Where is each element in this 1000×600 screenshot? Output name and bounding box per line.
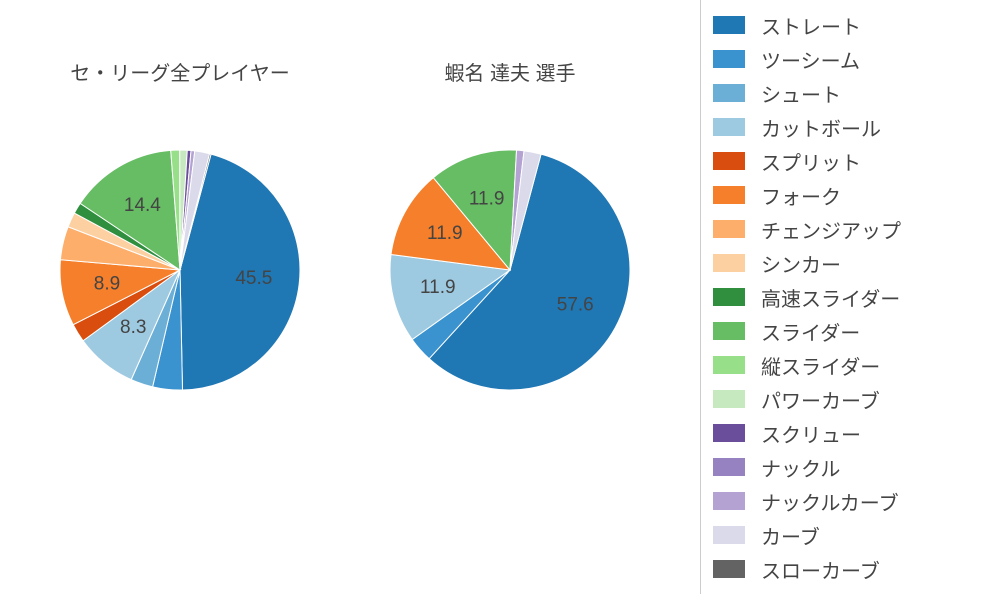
legend-item-12: スクリュー xyxy=(713,416,1000,450)
legend-item-8: 高速スライダー xyxy=(713,280,1000,314)
pie-0-label-5: 8.9 xyxy=(94,273,120,294)
legend-swatch xyxy=(713,16,745,34)
pie-1-label-3: 11.9 xyxy=(427,223,463,244)
legend-swatch xyxy=(713,118,745,136)
legend-item-7: シンカー xyxy=(713,246,1000,280)
pie-1-label-4: 11.9 xyxy=(469,188,505,209)
legend-label: カーブ xyxy=(761,521,820,550)
legend-item-14: ナックルカーブ xyxy=(713,484,1000,518)
legend-swatch xyxy=(713,356,745,374)
legend-swatch xyxy=(713,220,745,238)
legend-label: パワーカーブ xyxy=(761,385,880,414)
legend-swatch xyxy=(713,322,745,340)
legend-swatch xyxy=(713,526,745,544)
pie-0-label-3: 8.3 xyxy=(120,317,146,338)
legend-item-0: ストレート xyxy=(713,8,1000,42)
legend-label: フォーク xyxy=(761,181,841,210)
legend-swatch xyxy=(713,492,745,510)
legend-label: スクリュー xyxy=(761,419,861,448)
legend: ストレートツーシームシュートカットボールスプリットフォークチェンジアップシンカー… xyxy=(700,0,1000,594)
legend-swatch xyxy=(713,84,745,102)
legend-item-11: パワーカーブ xyxy=(713,382,1000,416)
legend-item-5: フォーク xyxy=(713,178,1000,212)
legend-item-4: スプリット xyxy=(713,144,1000,178)
legend-label: シュート xyxy=(761,79,841,108)
legend-label: 高速スライダー xyxy=(761,283,900,312)
legend-label: スローカーブ xyxy=(761,555,880,584)
legend-swatch xyxy=(713,288,745,306)
pie-title-0: セ・リーグ全プレイヤー xyxy=(70,62,289,85)
legend-item-15: カーブ xyxy=(713,518,1000,552)
legend-item-6: チェンジアップ xyxy=(713,212,1000,246)
legend-swatch xyxy=(713,254,745,272)
pie-1-label-2: 11.9 xyxy=(420,277,456,298)
legend-label: ストレート xyxy=(761,11,861,40)
legend-label: 縦スライダー xyxy=(761,351,880,380)
legend-swatch xyxy=(713,424,745,442)
pie-charts-svg: セ・リーグ全プレイヤー 45.5 8.3 8.9 14.4 蝦名 達夫 選手 57.6 11.… xyxy=(0,0,680,600)
legend-swatch xyxy=(713,152,745,170)
legend-item-1: ツーシーム xyxy=(713,42,1000,76)
legend-swatch xyxy=(713,390,745,408)
legend-item-2: シュート xyxy=(713,76,1000,110)
legend-label: ナックルカーブ xyxy=(761,487,899,516)
legend-label: ナックル xyxy=(761,453,840,482)
legend-label: スプリット xyxy=(761,147,861,176)
legend-item-10: 縦スライダー xyxy=(713,348,1000,382)
pie-0-label-0: 45.5 xyxy=(235,268,272,289)
legend-label: スライダー xyxy=(761,317,860,346)
legend-item-9: スライダー xyxy=(713,314,1000,348)
legend-swatch xyxy=(713,50,745,68)
legend-swatch xyxy=(713,458,745,476)
legend-item-16: スローカーブ xyxy=(713,552,1000,586)
pie-title-1: 蝦名 達夫 選手 xyxy=(444,62,575,85)
legend-swatch xyxy=(713,560,745,578)
legend-label: シンカー xyxy=(761,249,841,278)
legend-item-13: ナックル xyxy=(713,450,1000,484)
legend-item-3: カットボール xyxy=(713,110,1000,144)
pie-1-label-0: 57.6 xyxy=(557,295,594,316)
chart-container: セ・リーグ全プレイヤー 45.5 8.3 8.9 14.4 蝦名 達夫 選手 57.6 11.… xyxy=(0,0,1000,600)
legend-label: ツーシーム xyxy=(761,45,860,74)
legend-label: カットボール xyxy=(761,113,881,142)
pie-0-label-9: 14.4 xyxy=(124,195,161,216)
legend-swatch xyxy=(713,186,745,204)
legend-label: チェンジアップ xyxy=(761,215,901,244)
